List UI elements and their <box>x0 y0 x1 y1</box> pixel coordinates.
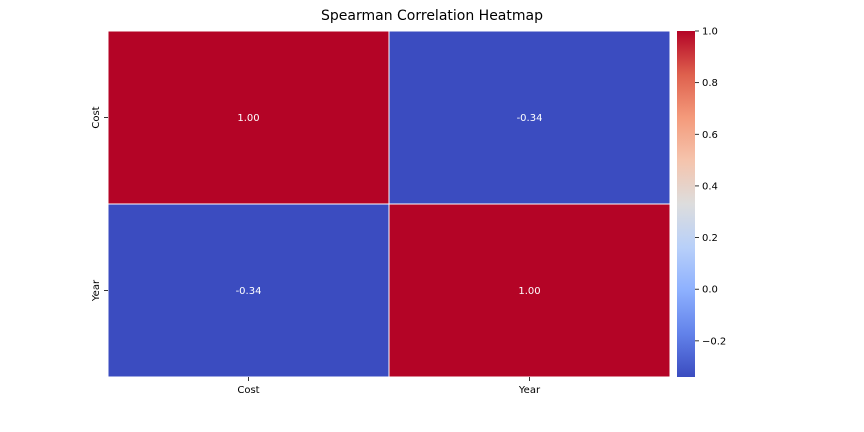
y-axis: Cost Year <box>91 106 108 302</box>
heatmap-cells: 1.00 -0.34 -0.34 1.00 <box>107 30 671 378</box>
cell-value-label: -0.34 <box>236 286 262 297</box>
colorbar-tick-label: 1.0 <box>702 27 718 38</box>
x-tick-label: Cost <box>237 385 259 396</box>
colorbar <box>677 31 695 377</box>
chart-title: Spearman Correlation Heatmap <box>321 8 543 24</box>
colorbar-tick-label: 0.6 <box>702 130 718 141</box>
colorbar-tick-label: 0.4 <box>702 181 718 192</box>
heatmap-cell <box>388 203 671 378</box>
colorbar-tick-label: 0.8 <box>702 78 718 89</box>
x-tick-label: Year <box>518 385 541 396</box>
cell-value-label: 1.00 <box>518 286 540 297</box>
colorbar-ticks: 1.0 0.8 0.6 0.4 0.2 0.0 −0.2 <box>695 27 726 347</box>
colorbar-tick-label: 0.0 <box>702 285 718 296</box>
y-tick-label: Cost <box>91 106 102 128</box>
x-axis: Cost Year <box>237 377 541 396</box>
colorbar-tick-label: −0.2 <box>702 336 726 347</box>
cell-value-label: -0.34 <box>517 113 543 124</box>
heatmap-cell <box>107 30 390 205</box>
cell-value-label: 1.00 <box>237 113 259 124</box>
heatmap-cell <box>388 30 671 205</box>
heatmap-cell <box>107 203 390 378</box>
colorbar-tick-label: 0.2 <box>702 233 718 244</box>
y-tick-label: Year <box>91 279 102 302</box>
